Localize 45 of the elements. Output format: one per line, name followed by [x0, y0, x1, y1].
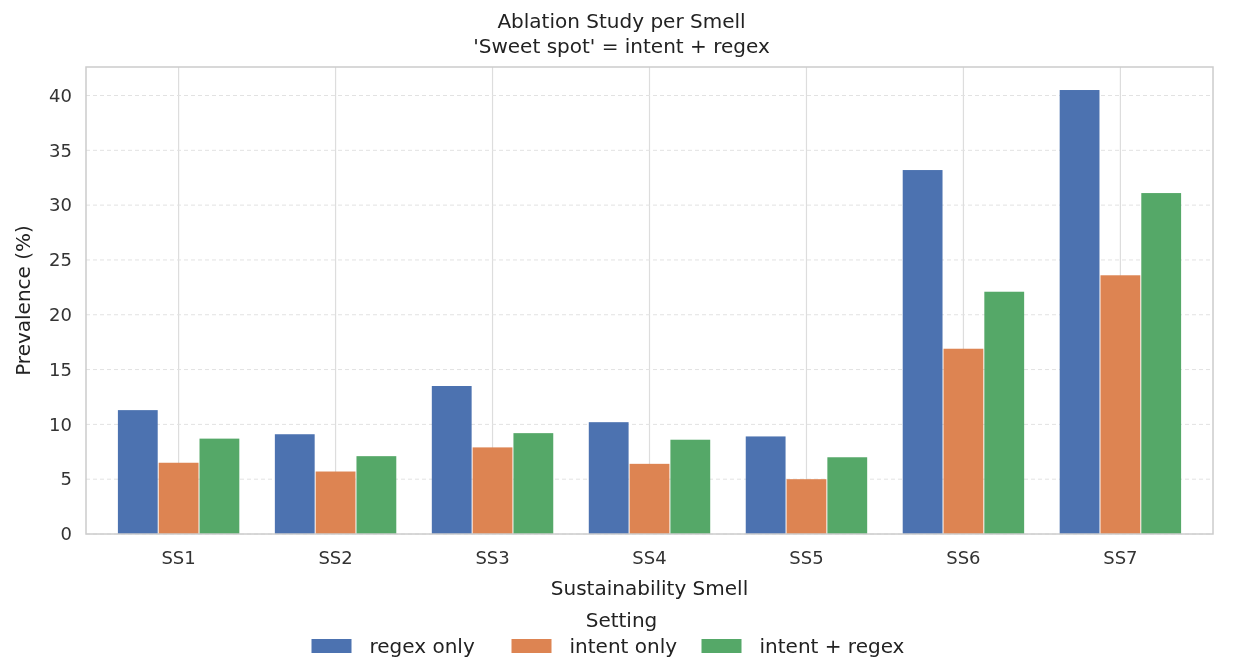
x-axis-title: Sustainability Smell	[550, 576, 749, 600]
legend-label: intent only	[569, 634, 678, 658]
x-tick-label: SS5	[789, 547, 824, 568]
x-tick-label: SS4	[632, 547, 667, 568]
bar	[984, 291, 1025, 534]
y-tick-label: 30	[49, 194, 72, 216]
x-tick-label: SS6	[946, 547, 981, 568]
bar	[274, 434, 315, 534]
chart-title: Ablation Study per Smell	[497, 9, 746, 33]
bar	[1059, 90, 1100, 534]
legend-label: intent + regex	[759, 634, 905, 658]
bar	[902, 170, 943, 534]
bar	[1141, 193, 1182, 534]
bar	[431, 386, 472, 534]
x-tick-label: SS7	[1103, 547, 1138, 568]
y-tick-label: 5	[60, 468, 72, 490]
bar	[786, 479, 827, 534]
y-axis-title: Prevalence (%)	[11, 225, 35, 376]
bar	[472, 447, 513, 534]
y-tick-label: 25	[49, 249, 72, 271]
y-tick-label: 10	[49, 413, 72, 435]
y-tick-label: 15	[49, 358, 72, 380]
chart-subtitle: 'Sweet spot' = intent + regex	[473, 34, 770, 58]
bar	[629, 463, 670, 534]
bar	[943, 348, 984, 534]
bar	[117, 410, 158, 534]
bar	[745, 436, 786, 534]
x-tick-label: SS1	[161, 547, 196, 568]
bar	[356, 456, 397, 534]
bar	[158, 462, 199, 534]
bar	[670, 439, 711, 534]
bar	[199, 438, 240, 534]
x-tick-label: SS2	[318, 547, 353, 568]
bar	[315, 471, 356, 534]
bar	[1100, 275, 1141, 534]
y-tick-label: 0	[60, 523, 72, 545]
legend-title: Setting	[585, 608, 658, 632]
x-tick-label: SS3	[475, 547, 510, 568]
bar	[588, 422, 629, 534]
legend-label: regex only	[369, 634, 475, 658]
bar	[513, 433, 554, 534]
y-tick-label: 40	[49, 84, 72, 106]
y-tick-label: 20	[49, 304, 72, 326]
y-tick-label: 35	[49, 139, 72, 161]
bar	[827, 457, 868, 534]
